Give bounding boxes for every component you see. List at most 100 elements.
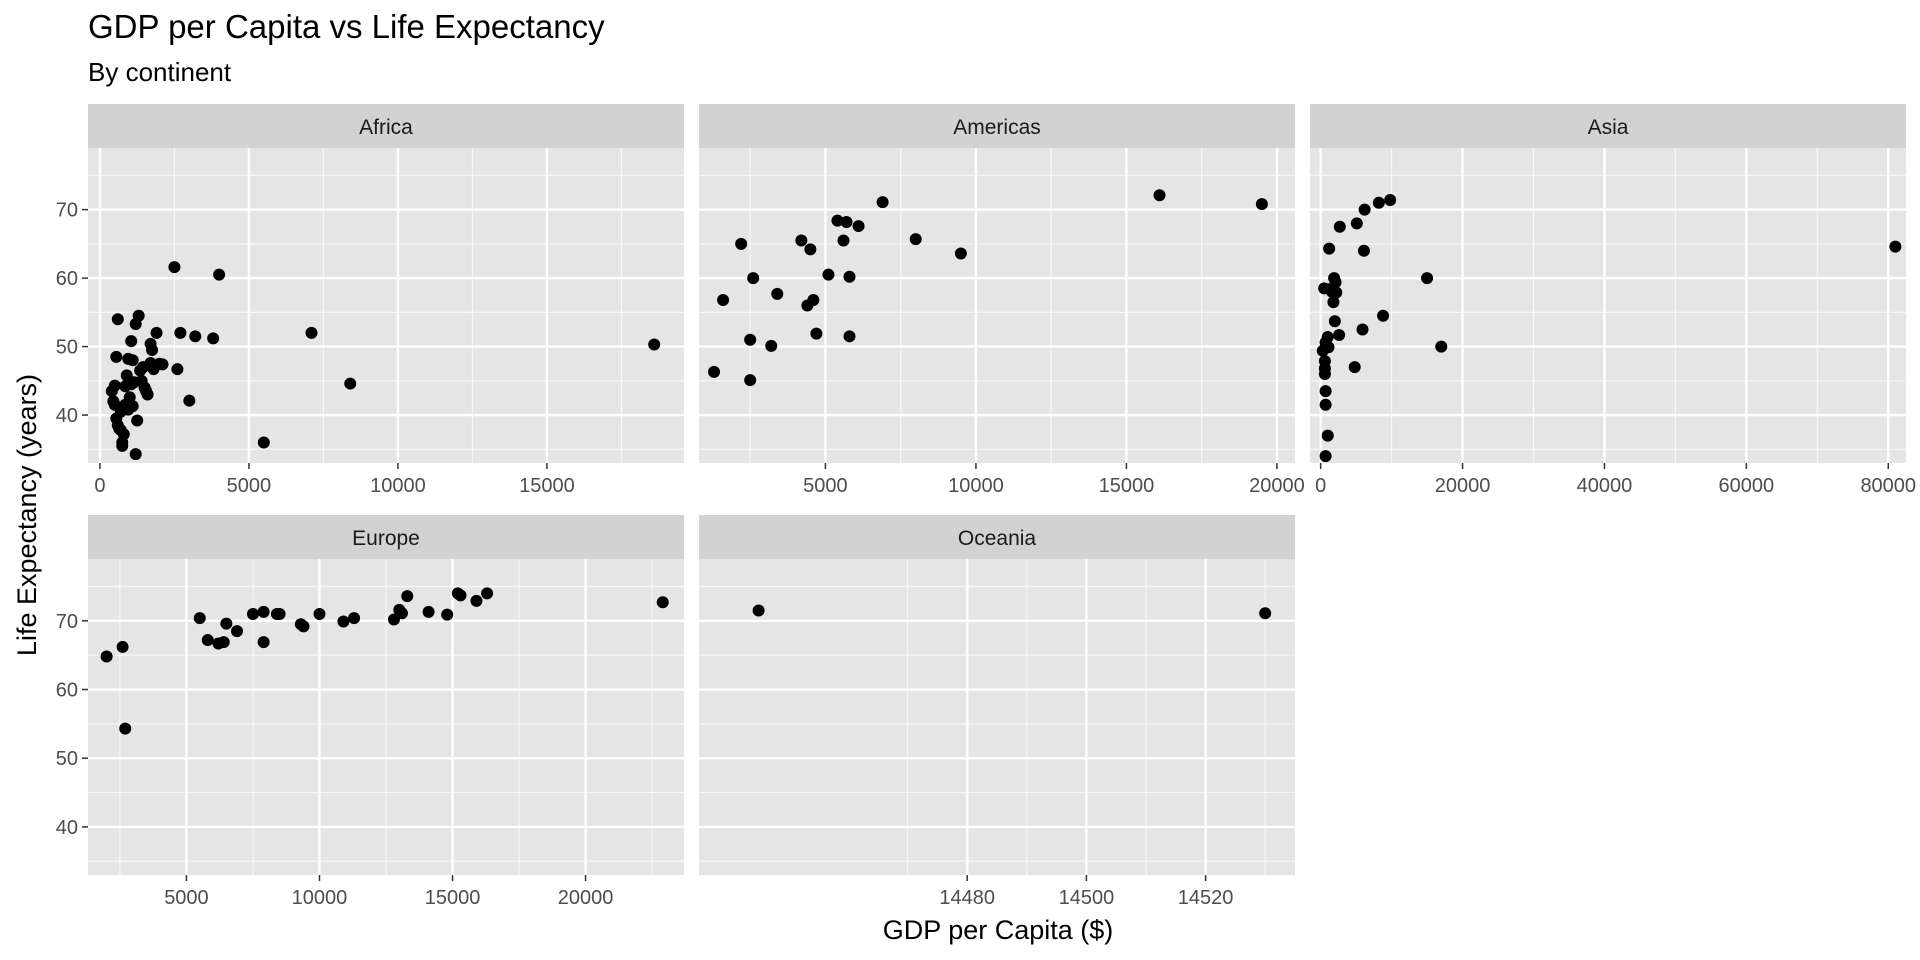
data-point-europe: [273, 607, 286, 620]
data-point-asia: [1318, 354, 1331, 367]
facet-strip-americas: [699, 104, 1295, 148]
data-point-americas: [708, 365, 721, 378]
data-point-asia: [1322, 341, 1335, 354]
data-point-americas: [852, 220, 865, 233]
data-point-africa: [174, 326, 187, 339]
x-tick-label: 40000: [1577, 475, 1633, 497]
data-point-africa: [156, 358, 169, 371]
data-point-africa: [126, 354, 139, 367]
data-point-americas: [747, 272, 760, 285]
data-point-africa: [213, 268, 226, 281]
data-point-africa: [132, 309, 145, 322]
data-point-europe: [201, 634, 214, 647]
x-tick-label: 0: [1315, 475, 1326, 497]
data-point-oceania: [1259, 607, 1272, 620]
x-tick-label: 15000: [425, 887, 481, 909]
facet-panel-africa: [88, 148, 684, 463]
data-point-europe: [481, 587, 494, 600]
data-point-americas: [804, 243, 817, 256]
data-point-africa: [117, 428, 130, 441]
data-point-asia: [1435, 340, 1448, 353]
data-point-oceania: [752, 604, 765, 617]
data-point-asia: [1377, 309, 1390, 322]
data-point-americas: [837, 234, 850, 247]
data-point-africa: [344, 377, 357, 390]
data-point-europe: [220, 617, 233, 630]
chart-title: GDP per Capita vs Life Expectancy: [88, 8, 605, 45]
x-tick-label: 14500: [1059, 887, 1115, 909]
facet-panel-oceania: [699, 559, 1295, 875]
data-point-europe: [217, 636, 230, 649]
x-tick-label: 5000: [227, 475, 272, 497]
data-point-americas: [771, 287, 784, 300]
facet-strip-label-asia: Asia: [1588, 116, 1629, 139]
data-point-europe: [257, 636, 270, 649]
facet-strip-label-oceania: Oceania: [958, 527, 1037, 550]
data-point-africa: [111, 313, 124, 326]
data-point-asia: [1319, 385, 1332, 398]
data-point-europe: [454, 589, 467, 602]
data-point-asia: [1319, 450, 1332, 463]
data-point-asia: [1384, 194, 1397, 207]
data-point-europe: [313, 607, 326, 620]
data-point-asia: [1319, 398, 1332, 411]
data-point-europe: [422, 605, 435, 618]
data-point-europe: [231, 625, 243, 638]
data-point-africa: [141, 388, 154, 401]
facet-americas: Americas 5000 10000 15000 20000: [699, 104, 1305, 497]
facet-africa: Africa 40 50 60 70 0 5000 10000 15000: [56, 104, 684, 497]
data-point-americas: [1153, 189, 1166, 202]
data-point-africa: [189, 330, 202, 343]
data-point-africa: [648, 338, 661, 351]
data-point-asia: [1330, 286, 1343, 299]
data-point-asia: [1348, 361, 1361, 374]
facet-oceania: Oceania 14480 14500 14520: [699, 515, 1295, 909]
data-point-europe: [297, 620, 310, 633]
chart-subtitle: By continent: [88, 57, 232, 87]
x-tick-label: 20000: [558, 887, 614, 909]
x-tick-label: 80000: [1860, 475, 1916, 497]
data-point-europe: [257, 605, 270, 618]
data-point-europe: [395, 607, 408, 620]
data-point-americas: [876, 196, 889, 209]
facet-strip-oceania: [699, 515, 1295, 559]
data-point-americas: [840, 215, 853, 228]
data-point-asia: [1356, 323, 1369, 336]
data-point-europe: [246, 607, 259, 620]
data-point-africa: [116, 439, 129, 452]
x-tick-label: 20000: [1435, 475, 1491, 497]
x-tick-label: 20000: [1249, 475, 1305, 497]
facet-panel-asia: [1310, 148, 1906, 463]
data-point-europe: [337, 615, 350, 628]
data-point-asia: [1350, 217, 1363, 230]
x-tick-label: 14520: [1178, 887, 1234, 909]
data-point-africa: [171, 363, 184, 376]
data-point-americas: [954, 247, 967, 260]
facet-strip-africa: [88, 104, 684, 148]
y-tick-label: 40: [56, 817, 78, 839]
data-point-asia: [1329, 276, 1342, 289]
data-point-asia: [1323, 242, 1336, 255]
data-point-americas: [909, 233, 922, 246]
facet-strip-label-europe: Europe: [352, 527, 420, 550]
data-point-americas: [717, 294, 730, 307]
data-point-africa: [131, 414, 144, 427]
x-tick-label: 15000: [519, 475, 575, 497]
data-point-americas: [831, 214, 844, 227]
data-point-asia: [1328, 315, 1341, 328]
facet-strip-label-africa: Africa: [359, 116, 413, 139]
data-point-africa: [126, 400, 139, 413]
data-point-asia: [1357, 244, 1370, 257]
data-point-asia: [1327, 296, 1340, 309]
data-point-africa: [108, 379, 121, 392]
data-point-europe: [401, 590, 414, 603]
data-point-europe: [116, 640, 129, 653]
facet-strip-label-americas: Americas: [953, 116, 1041, 139]
data-point-asia: [1889, 240, 1902, 253]
y-tick-label: 50: [56, 748, 78, 770]
data-point-americas: [822, 268, 835, 281]
data-point-africa: [146, 344, 159, 357]
x-tick-label: 10000: [292, 887, 348, 909]
